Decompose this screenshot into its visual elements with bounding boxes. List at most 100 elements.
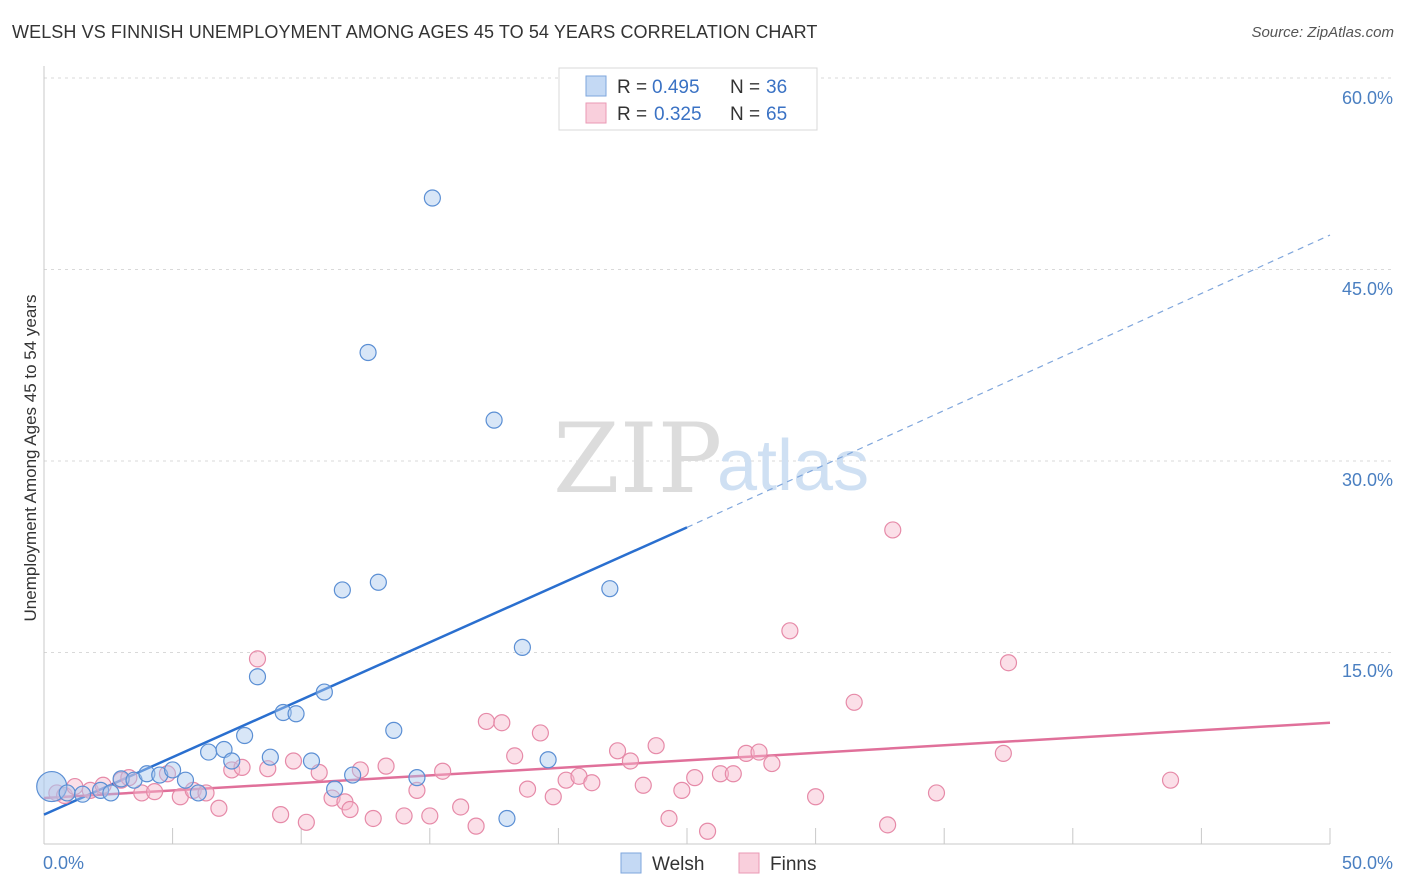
point-finns-32 <box>452 798 470 816</box>
point-finns-56 <box>781 622 799 640</box>
legend-box: R = 0.495 N = 36 R = 0.325 N = 65 <box>558 67 818 131</box>
point-welsh-28 <box>408 769 426 787</box>
legend-n-value-finns: 65 <box>766 104 787 125</box>
point-finns-43 <box>608 742 627 760</box>
point-finns-51 <box>711 765 730 783</box>
point-finns-26 <box>364 809 382 828</box>
point-finns-14 <box>223 761 241 779</box>
trend-line-finns <box>43 721 1331 800</box>
axes <box>43 66 1331 845</box>
chart-source: Source: ZipAtlas.com <box>1251 24 1394 41</box>
point-welsh-15 <box>236 726 254 745</box>
point-finns-58 <box>845 693 863 711</box>
legend-swatch-finns <box>585 102 607 124</box>
point-welsh-31 <box>498 809 516 828</box>
point-welsh-17 <box>261 748 279 766</box>
point-finns-48 <box>673 781 691 799</box>
point-finns-34 <box>477 712 495 731</box>
point-finns-63 <box>994 744 1012 762</box>
legend-r-label-finns: R = <box>617 104 647 125</box>
point-welsh-22 <box>326 780 344 798</box>
point-finns-35 <box>493 714 511 732</box>
point-finns-30 <box>421 807 439 825</box>
point-finns-49 <box>686 769 704 787</box>
point-welsh-4 <box>102 784 120 802</box>
point-welsh-14 <box>223 752 241 770</box>
chart-title: WELSH VS FINNISH UNEMPLOYMENT AMONG AGES… <box>12 22 818 42</box>
point-finns-61 <box>927 784 946 802</box>
point-finns-50 <box>698 822 717 840</box>
legend-r-value-welsh: 0.495 <box>652 77 700 98</box>
point-finns-33 <box>467 817 485 835</box>
point-finns-28 <box>395 807 413 825</box>
legend-r-label-welsh: R = <box>617 77 647 98</box>
point-finns-54 <box>750 743 768 761</box>
y-tick-label-30: 30.0% <box>1342 470 1393 490</box>
y-tick-label-15: 15.0% <box>1342 661 1393 681</box>
point-finns-38 <box>531 724 549 742</box>
point-welsh-11 <box>189 784 207 802</box>
point-finns-8 <box>145 783 164 801</box>
point-welsh-9 <box>164 761 182 779</box>
point-finns-45 <box>634 776 652 794</box>
point-finns-62 <box>999 654 1018 672</box>
point-finns-16 <box>248 650 267 668</box>
point-finns-19 <box>284 752 303 770</box>
point-welsh-8 <box>151 766 169 784</box>
point-welsh-33 <box>539 751 557 769</box>
point-welsh-2 <box>73 785 92 803</box>
x-tick-label-max: 50.0% <box>1342 853 1393 873</box>
point-welsh-3 <box>91 781 110 799</box>
point-finns-42 <box>583 774 601 792</box>
point-finns-55 <box>763 754 781 773</box>
point-finns-57 <box>806 788 825 806</box>
watermark-zip: ZIP <box>553 403 722 515</box>
point-finns-53 <box>737 744 755 762</box>
legend-n-value-welsh: 36 <box>766 77 787 98</box>
point-finns-13 <box>210 799 228 817</box>
bottom-legend-swatch-welsh <box>620 852 642 874</box>
point-welsh-20 <box>302 752 321 770</box>
point-welsh-18 <box>274 703 292 722</box>
legend-n-label-welsh: N = <box>730 77 760 98</box>
bottom-legend-finns: Finns <box>770 854 816 875</box>
point-finns-24 <box>341 800 359 819</box>
data-points <box>36 189 1180 840</box>
point-finns-20 <box>297 813 315 831</box>
bottom-legend: Welsh Finns <box>620 852 816 875</box>
point-finns-36 <box>506 747 524 765</box>
bottom-legend-swatch-finns <box>738 852 760 874</box>
point-finns-52 <box>724 765 742 783</box>
point-welsh-30 <box>485 411 503 429</box>
point-welsh-24 <box>344 766 362 784</box>
point-welsh-10 <box>176 771 195 789</box>
point-finns-18 <box>272 806 290 824</box>
bottom-legend-welsh: Welsh <box>652 854 704 875</box>
legend-swatch-welsh <box>585 75 607 97</box>
point-finns-40 <box>557 771 575 789</box>
point-finns-15 <box>233 758 251 777</box>
y-tick-label-45: 45.0% <box>1342 279 1393 299</box>
watermark-atlas: atlas <box>717 426 869 506</box>
point-finns-29 <box>408 781 426 799</box>
point-finns-47 <box>660 809 678 828</box>
point-finns-59 <box>884 521 902 539</box>
point-welsh-19 <box>287 705 305 723</box>
point-finns-37 <box>518 780 537 798</box>
point-finns-31 <box>434 762 452 780</box>
point-finns-7 <box>133 784 151 802</box>
y-axis-label: Unemployment Among Ages 45 to 54 years <box>21 295 40 622</box>
point-welsh-34 <box>601 580 619 598</box>
point-welsh-29 <box>423 189 441 207</box>
point-welsh-5 <box>112 770 130 788</box>
point-welsh-16 <box>248 668 267 686</box>
gridlines <box>44 77 1393 653</box>
point-welsh-32 <box>513 638 531 656</box>
point-finns-27 <box>377 757 395 775</box>
trend-lines <box>43 234 1331 816</box>
point-finns-44 <box>621 752 640 770</box>
point-welsh-26 <box>369 573 387 591</box>
point-welsh-12 <box>200 743 218 761</box>
legend-n-label-finns: N = <box>730 104 760 125</box>
point-finns-64 <box>1161 771 1180 789</box>
